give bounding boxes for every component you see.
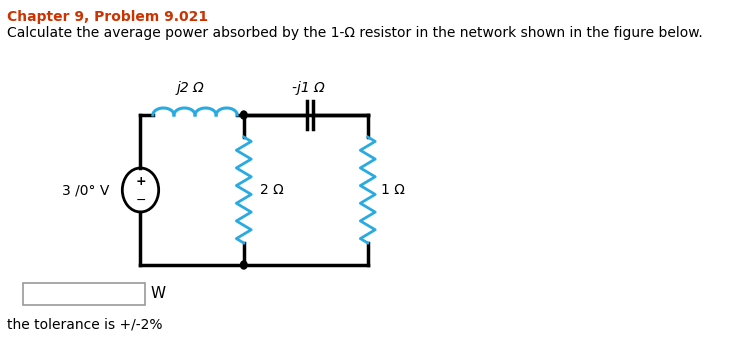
Text: W: W	[150, 286, 166, 302]
Text: +: +	[135, 175, 146, 187]
Circle shape	[240, 261, 247, 269]
Text: Calculate the average power absorbed by the 1-Ω resistor in the network shown in: Calculate the average power absorbed by …	[7, 26, 702, 40]
Text: −: −	[135, 194, 146, 207]
Text: 2 Ω: 2 Ω	[260, 183, 284, 197]
Text: -j1 Ω: -j1 Ω	[292, 81, 325, 95]
Text: 3 /0° V: 3 /0° V	[61, 183, 109, 197]
Text: 1 Ω: 1 Ω	[381, 183, 405, 197]
Text: Chapter 9, Problem 9.021: Chapter 9, Problem 9.021	[7, 10, 208, 24]
Text: the tolerance is +/-2%: the tolerance is +/-2%	[7, 318, 162, 332]
Circle shape	[240, 111, 247, 119]
Text: j2 Ω: j2 Ω	[177, 81, 205, 95]
FancyBboxPatch shape	[23, 283, 146, 305]
